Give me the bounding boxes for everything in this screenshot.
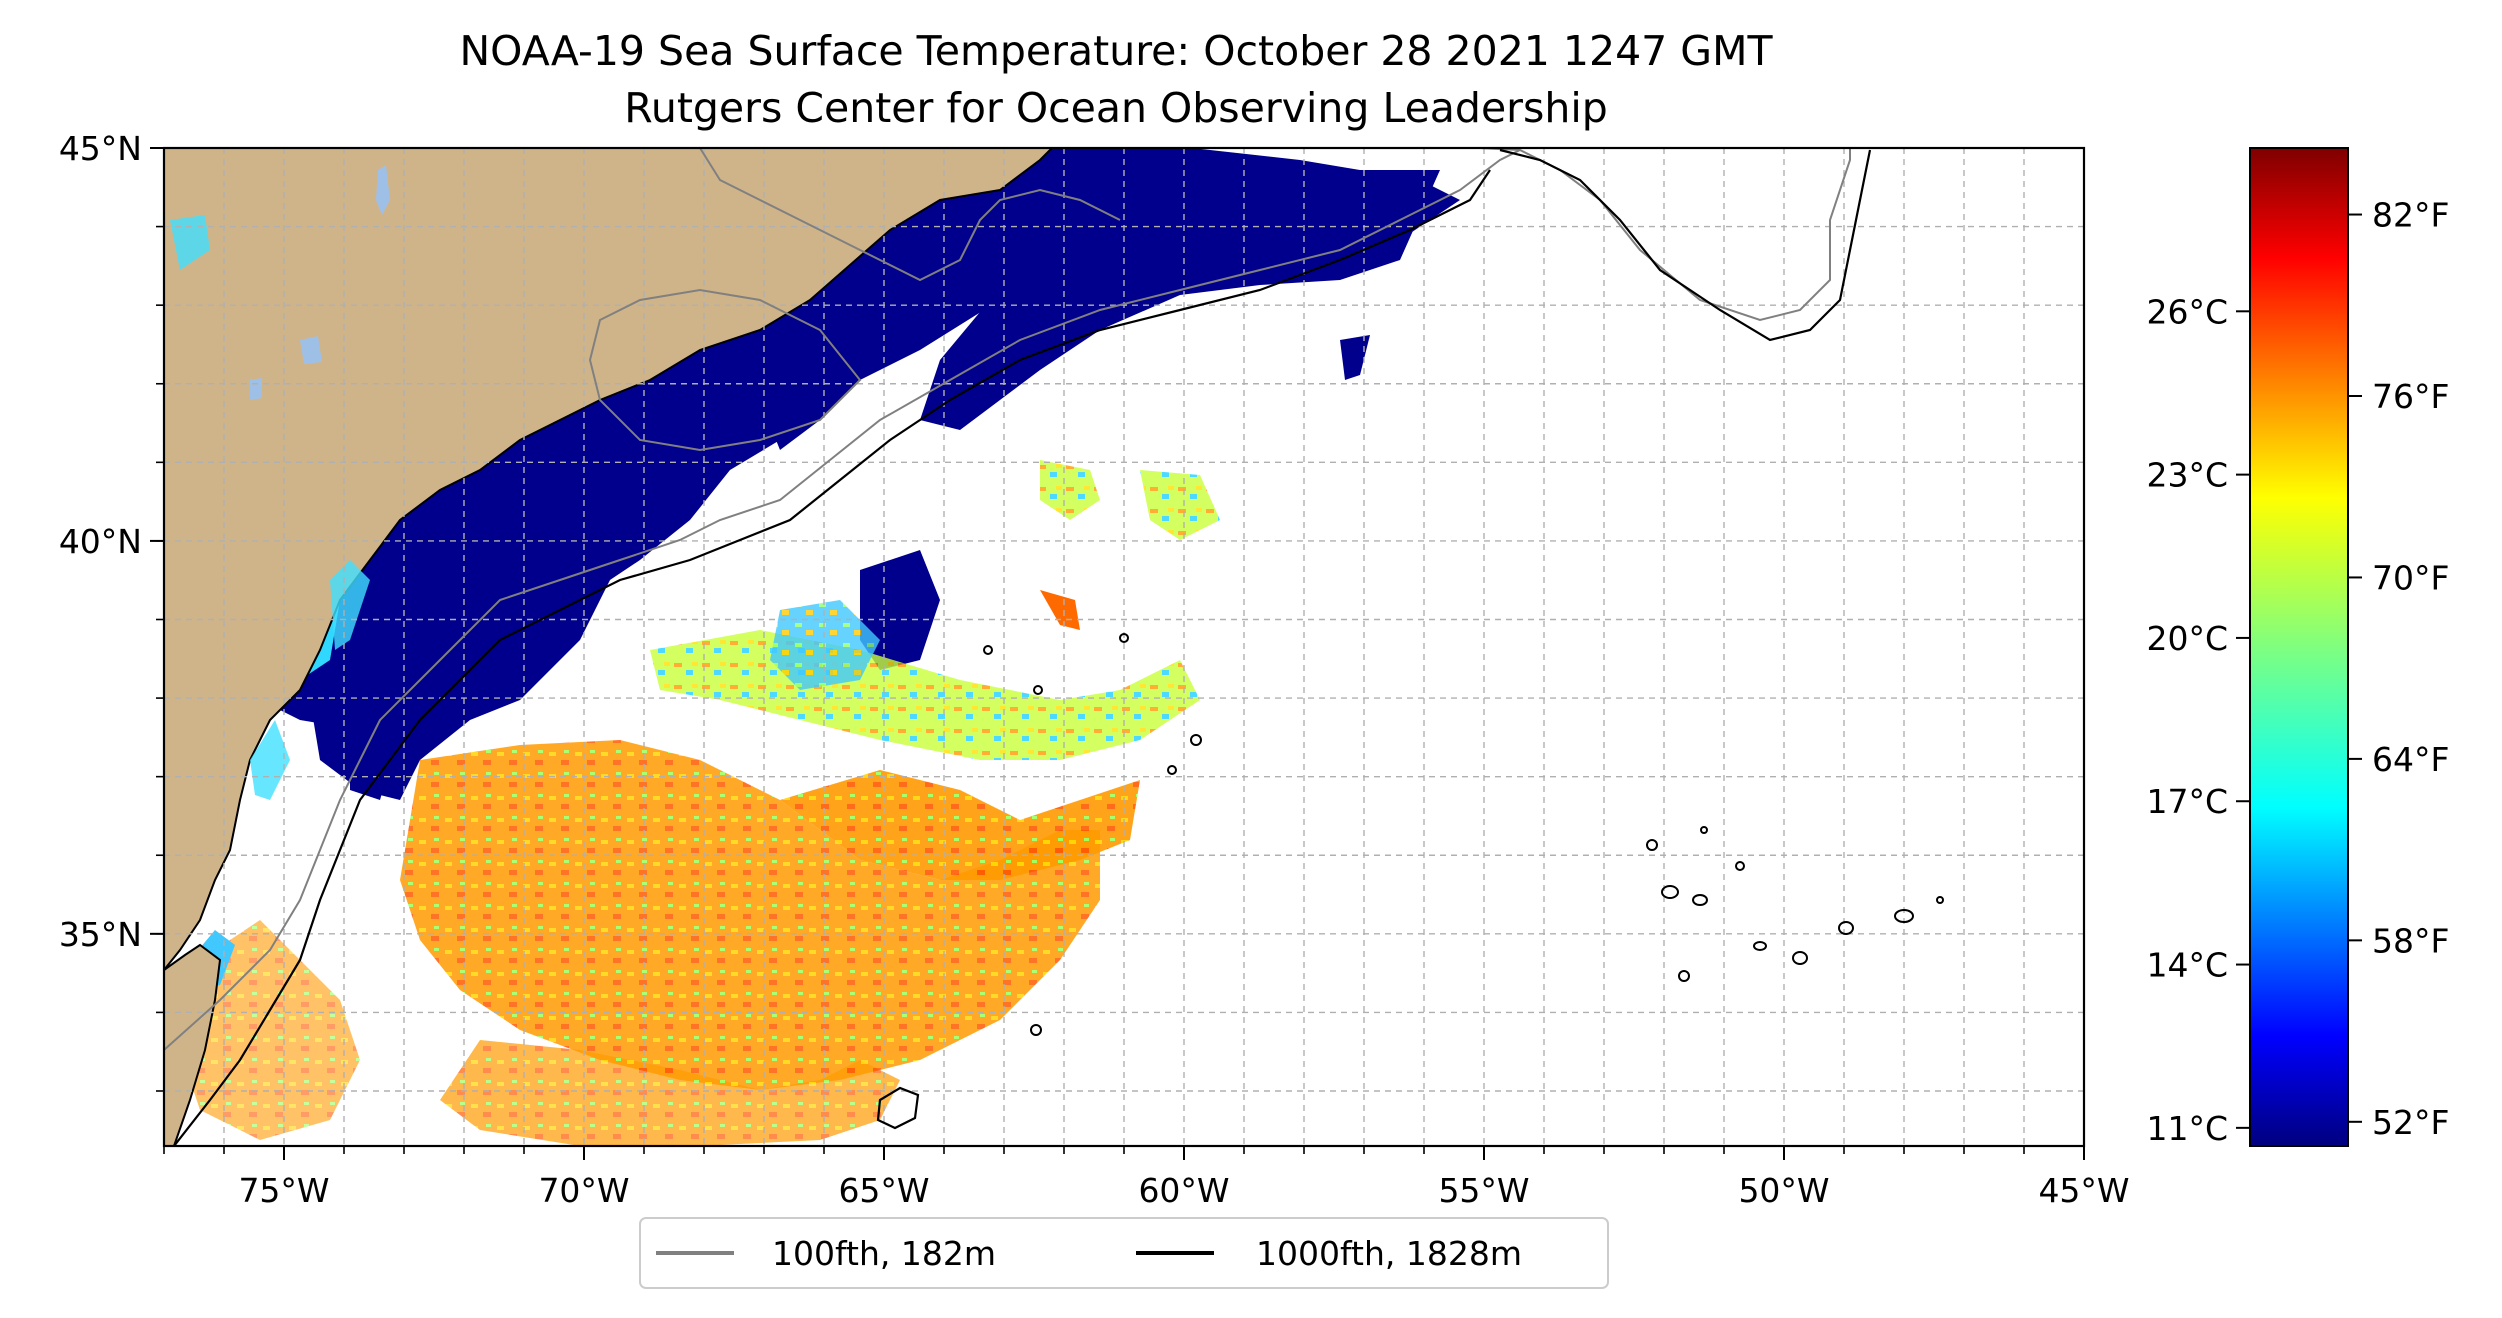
lon-tick-label: 60°W [1138,1171,1229,1210]
colorbar: 82°F 76°F 70°F 64°F 58°F 52°F 26°C 23°C 20°C 17°C… [2146,147,2449,1148]
lon-tick-label: 50°W [1738,1171,1829,1210]
lat-tick-label: 45°N [59,129,142,168]
colorbar-label-f: 58°F [2372,921,2449,960]
colorbar-label-f: 82°F [2372,196,2449,235]
colorbar-label-c: 26°C [2146,292,2228,331]
map-panel: 75°W 70°W 65°W 60°W 55°W 50°W 45°W 45°N 40°N 35°N [59,129,2130,1210]
lat-tick-label: 35°N [59,915,142,954]
colorbar-label-c: 23°C [2146,456,2228,495]
sst-warm-water [180,460,1220,1146]
seamount-contours [983,633,1944,1036]
lakes [250,165,390,400]
map-subtitle: Rutgers Center for Ocean Observing Leade… [624,84,1608,132]
colorbar-ticks: 82°F 76°F 70°F 64°F 58°F 52°F 26°C 23°C 20°C 17°C… [2146,196,2449,1148]
legend-label-1000fth: 1000fth, 1828m [1256,1234,1522,1273]
gridlines [164,148,2084,1146]
colorbar-label-f: 64°F [2372,740,2449,779]
sst-coastal [170,215,370,800]
colorbar-label-f: 52°F [2372,1103,2449,1142]
lon-tick-label: 55°W [1438,1171,1529,1210]
map-ticks: 75°W 70°W 65°W 60°W 55°W 50°W 45°W 45°N 40°N 35°N [59,129,2130,1210]
lat-tick-label: 40°N [59,522,142,561]
legend-box [639,1217,1609,1289]
land [164,148,1054,1146]
colorbar-label-c: 17°C [2146,782,2228,821]
colorbar-label-c: 14°C [2146,946,2228,985]
colorbar-label-f: 76°F [2372,377,2449,416]
colorbar-label-f: 70°F [2372,558,2449,597]
colorbar-label-c: 11°C [2146,1109,2228,1148]
map-title: NOAA-19 Sea Surface Temperature: October… [459,27,1773,75]
lon-tick-label: 45°W [2038,1171,2129,1210]
colorbar-gradient [2249,147,2349,1147]
legend-label-100fth: 100fth, 182m [772,1234,996,1273]
legend: 100fth, 182m 1000fth, 1828m [639,1217,1609,1289]
lon-tick-label: 70°W [538,1171,629,1210]
colorbar-label-c: 20°C [2146,619,2228,658]
contour-1000fth [173,148,1872,1146]
lon-tick-label: 75°W [238,1171,329,1210]
lon-tick-label: 65°W [838,1171,929,1210]
sst-cold-shelf [250,148,1460,800]
